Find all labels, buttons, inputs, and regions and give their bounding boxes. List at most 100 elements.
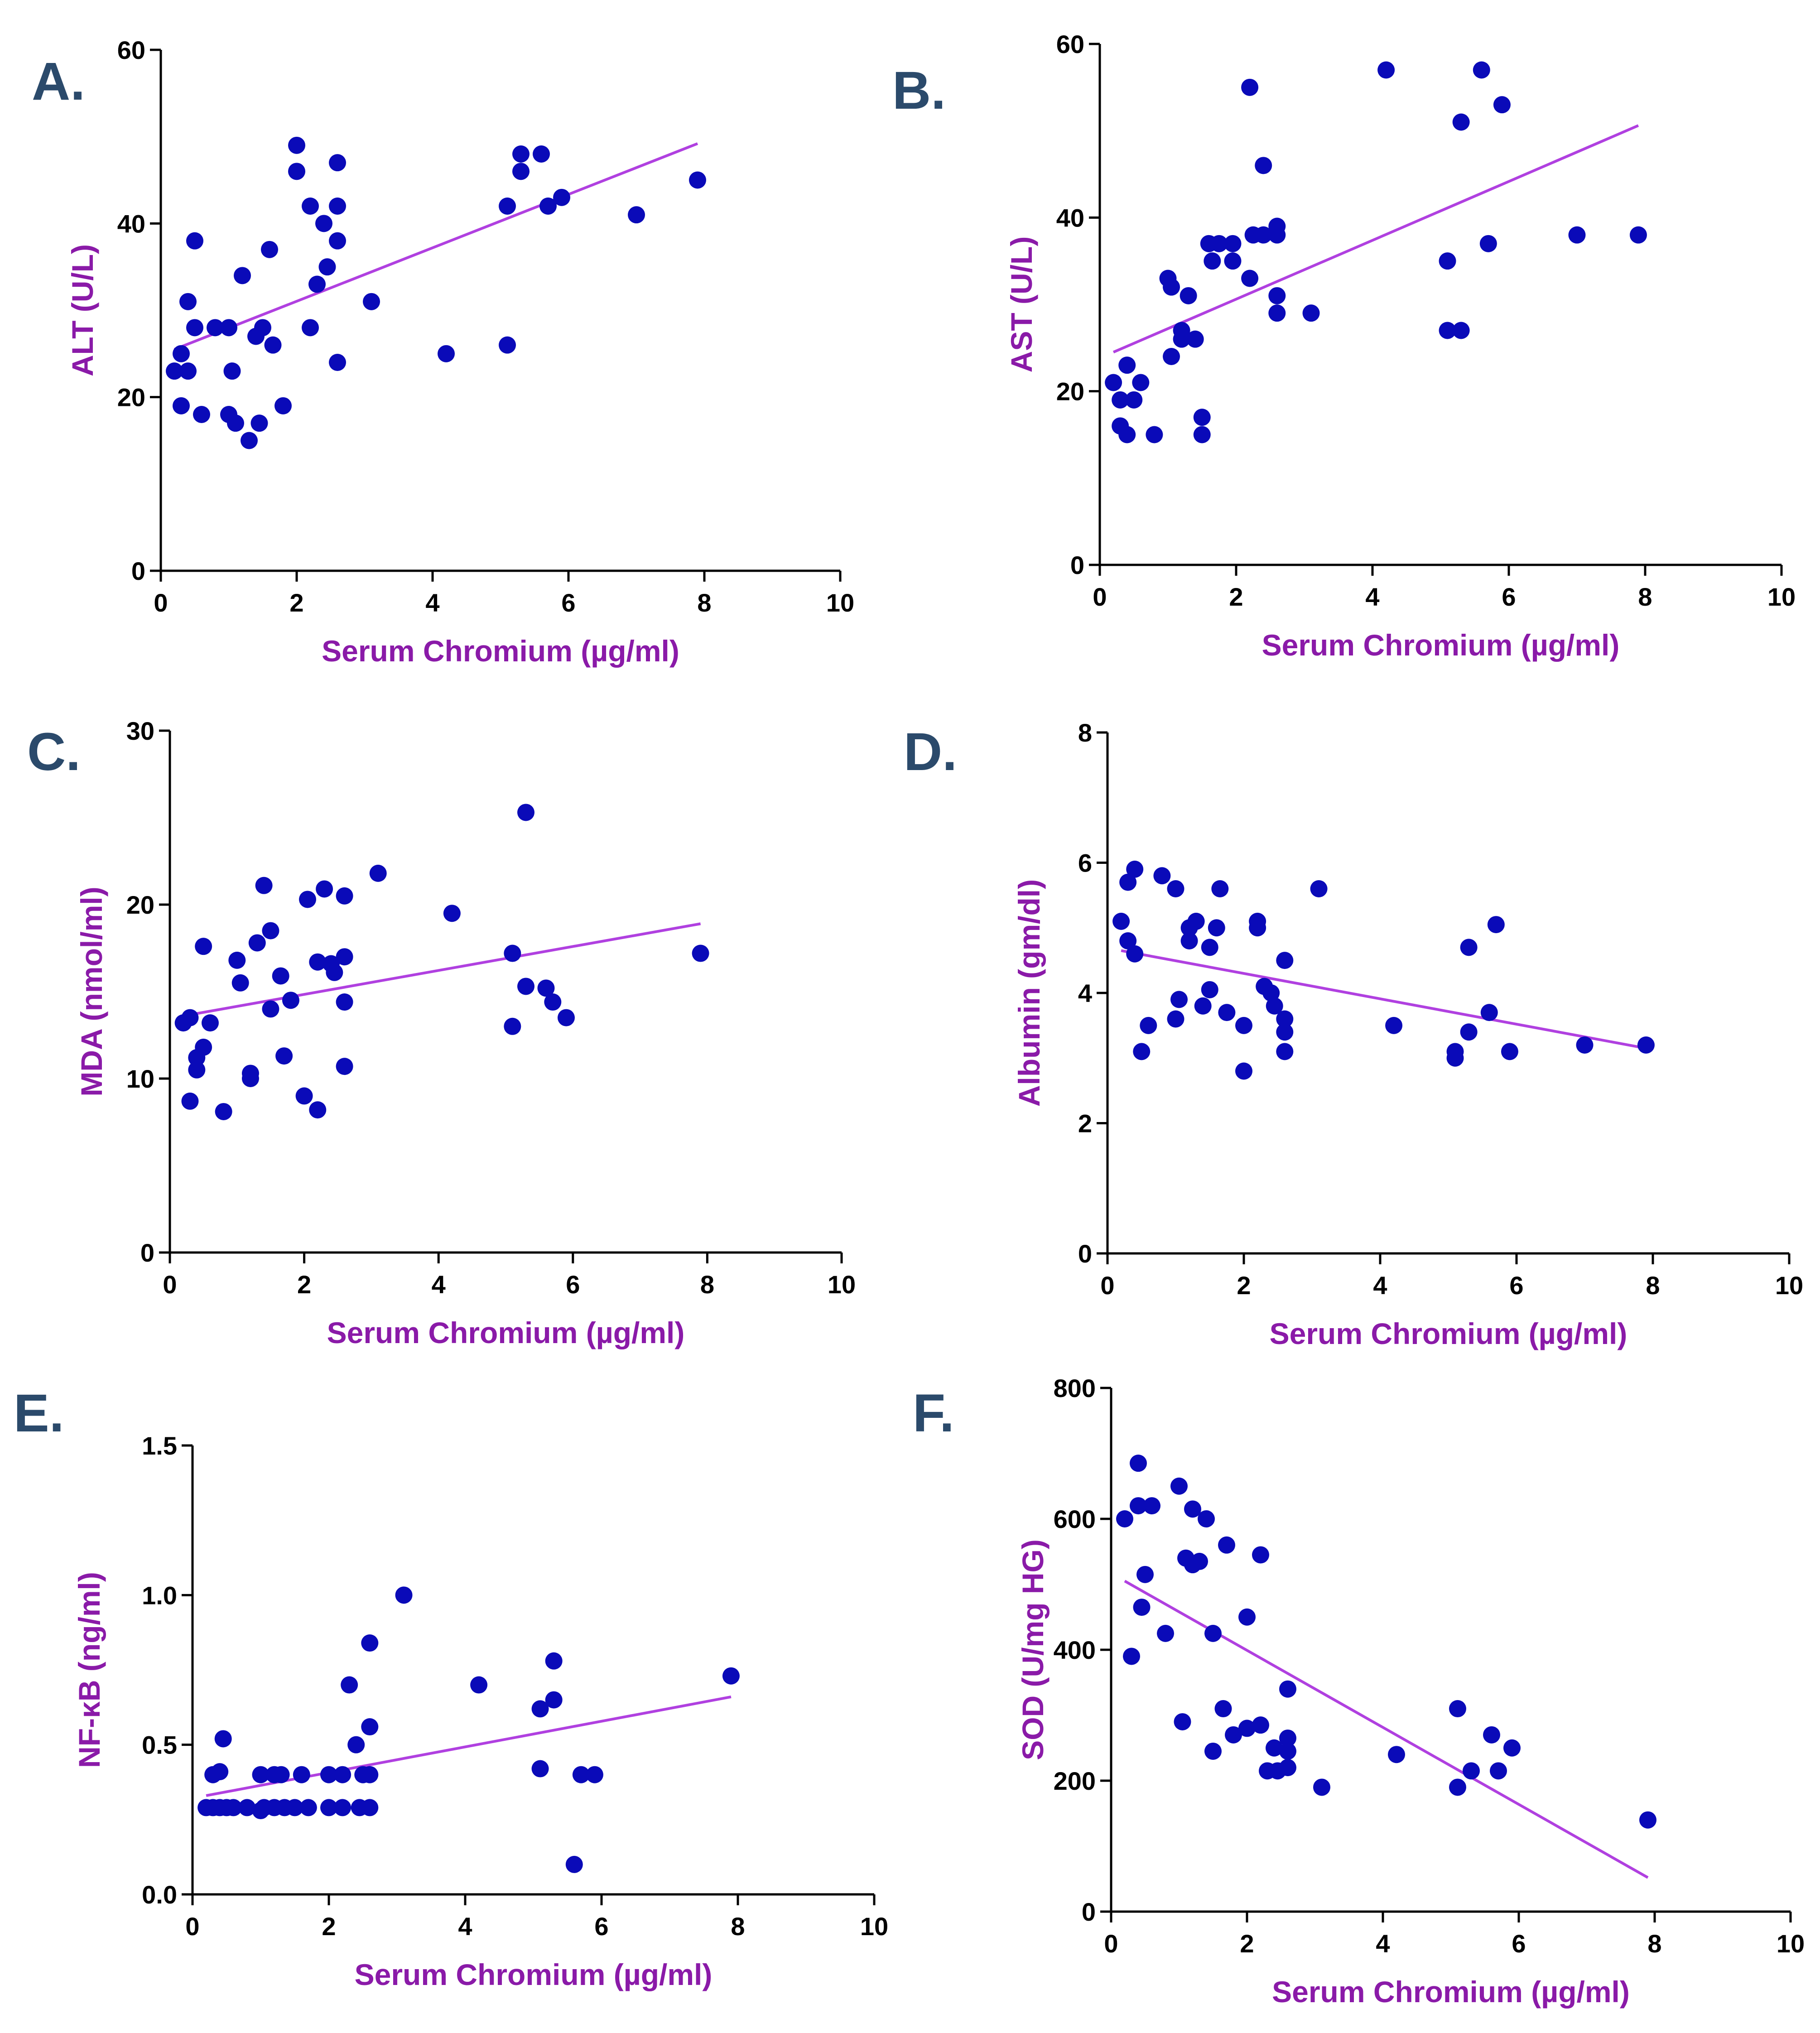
x-tick-label: 2 [1240,1929,1254,1958]
data-point [1377,61,1395,79]
data-point [1480,1004,1498,1021]
data-point [1439,252,1456,270]
data-point [1279,1742,1296,1760]
data-point [1460,1023,1478,1041]
data-point [1118,426,1136,443]
data-point [1112,391,1129,409]
data-point [302,319,319,337]
x-tick-label: 0 [1093,583,1107,611]
data-point [1463,1762,1480,1780]
data-point [1193,426,1211,443]
data-point [1153,867,1171,885]
data-point [1218,1536,1235,1554]
data-point [1255,226,1272,244]
x-tick-label: 0 [1104,1929,1118,1958]
data-point [1255,157,1272,174]
data-point [512,163,530,180]
data-point [544,993,562,1011]
x-tick-label: 10 [826,588,854,617]
data-point [1119,873,1137,891]
data-point [288,163,305,180]
data-point [1112,912,1130,930]
data-point [250,414,268,432]
data-point [329,198,346,215]
y-tick-label: 1.0 [142,1581,177,1609]
data-point [443,905,461,922]
x-tick-label: 2 [1229,583,1243,611]
data-point [1224,235,1242,252]
data-point [1187,912,1205,930]
y-tick-label: 400 [1054,1636,1096,1664]
data-point [336,993,353,1011]
data-point [329,354,346,371]
regression-line [173,142,698,351]
regression-line [1121,949,1647,1050]
data-point [274,397,292,414]
data-point [517,978,534,995]
x-tick-label: 2 [1237,1271,1251,1300]
y-tick-label: 60 [117,36,145,64]
data-point [1119,932,1137,949]
x-tick-label: 4 [425,588,439,617]
y-tick-label: 40 [117,209,145,238]
data-point [186,319,203,337]
chart-panel-2: B. 0 2 4 6 8 10 0 20 40 60 Serum Chromium (µg/ml) AS… [892,30,1796,662]
data-point [318,258,336,276]
data-point [369,864,387,882]
y-axis-title: AST (U/L) [1005,236,1038,373]
data-point [1568,226,1586,244]
y-tick-label: 0 [131,557,145,585]
data-point [1268,304,1286,322]
y-axis-title: ALT (U/L) [66,244,99,376]
data-point [1266,997,1283,1015]
x-tick-label: 6 [561,588,575,617]
data-point [1629,226,1647,244]
data-point [225,1799,242,1816]
data-point [1268,287,1286,304]
data-point [1125,391,1143,409]
chart-panel-4: D. 0 2 4 6 8 10 0 2 4 6 8 Serum Chromium (µg/ml) Albu… [904,718,1803,1350]
data-point [1225,1726,1242,1744]
data-point [299,1799,317,1816]
data-point [326,964,343,981]
data-point [334,1799,351,1816]
data-point [517,804,534,821]
data-point [302,198,319,215]
data-point [1174,1713,1191,1730]
data-point [272,1766,290,1783]
data-point [1218,1004,1236,1021]
data-point [1143,1497,1160,1515]
data-point [1501,1043,1518,1060]
data-point [565,1855,583,1873]
data-point [275,1047,293,1065]
data-point [1173,330,1190,348]
data-point [1473,61,1490,79]
data-point [252,1766,270,1783]
x-tick-label: 10 [1777,1929,1805,1958]
x-tick-label: 10 [1767,583,1796,611]
data-point [1136,1566,1154,1583]
data-point [1140,1016,1157,1034]
regression-line [1124,1580,1649,1879]
data-point [1208,919,1225,937]
data-point [234,267,251,284]
data-point [1385,1016,1403,1034]
data-point [1170,991,1188,1008]
data-point [1252,1716,1269,1734]
data-point [1163,348,1180,365]
data-point [1163,278,1180,296]
data-point [1214,1700,1232,1718]
x-tick-label: 0 [163,1270,177,1299]
data-point [1279,1759,1296,1777]
x-axis-title: Serum Chromium (µg/ml) [327,1316,685,1349]
panel-letter: E. [14,1383,64,1443]
data-point [504,1017,521,1035]
data-point [361,1799,379,1816]
y-axis-title: MDA (nmol/ml) [75,886,108,1096]
data-point [223,362,241,380]
data-point [320,1799,337,1816]
data-point [1483,1726,1500,1744]
data-point [336,1058,353,1075]
x-tick-label: 8 [1638,583,1652,611]
data-point [336,948,353,966]
